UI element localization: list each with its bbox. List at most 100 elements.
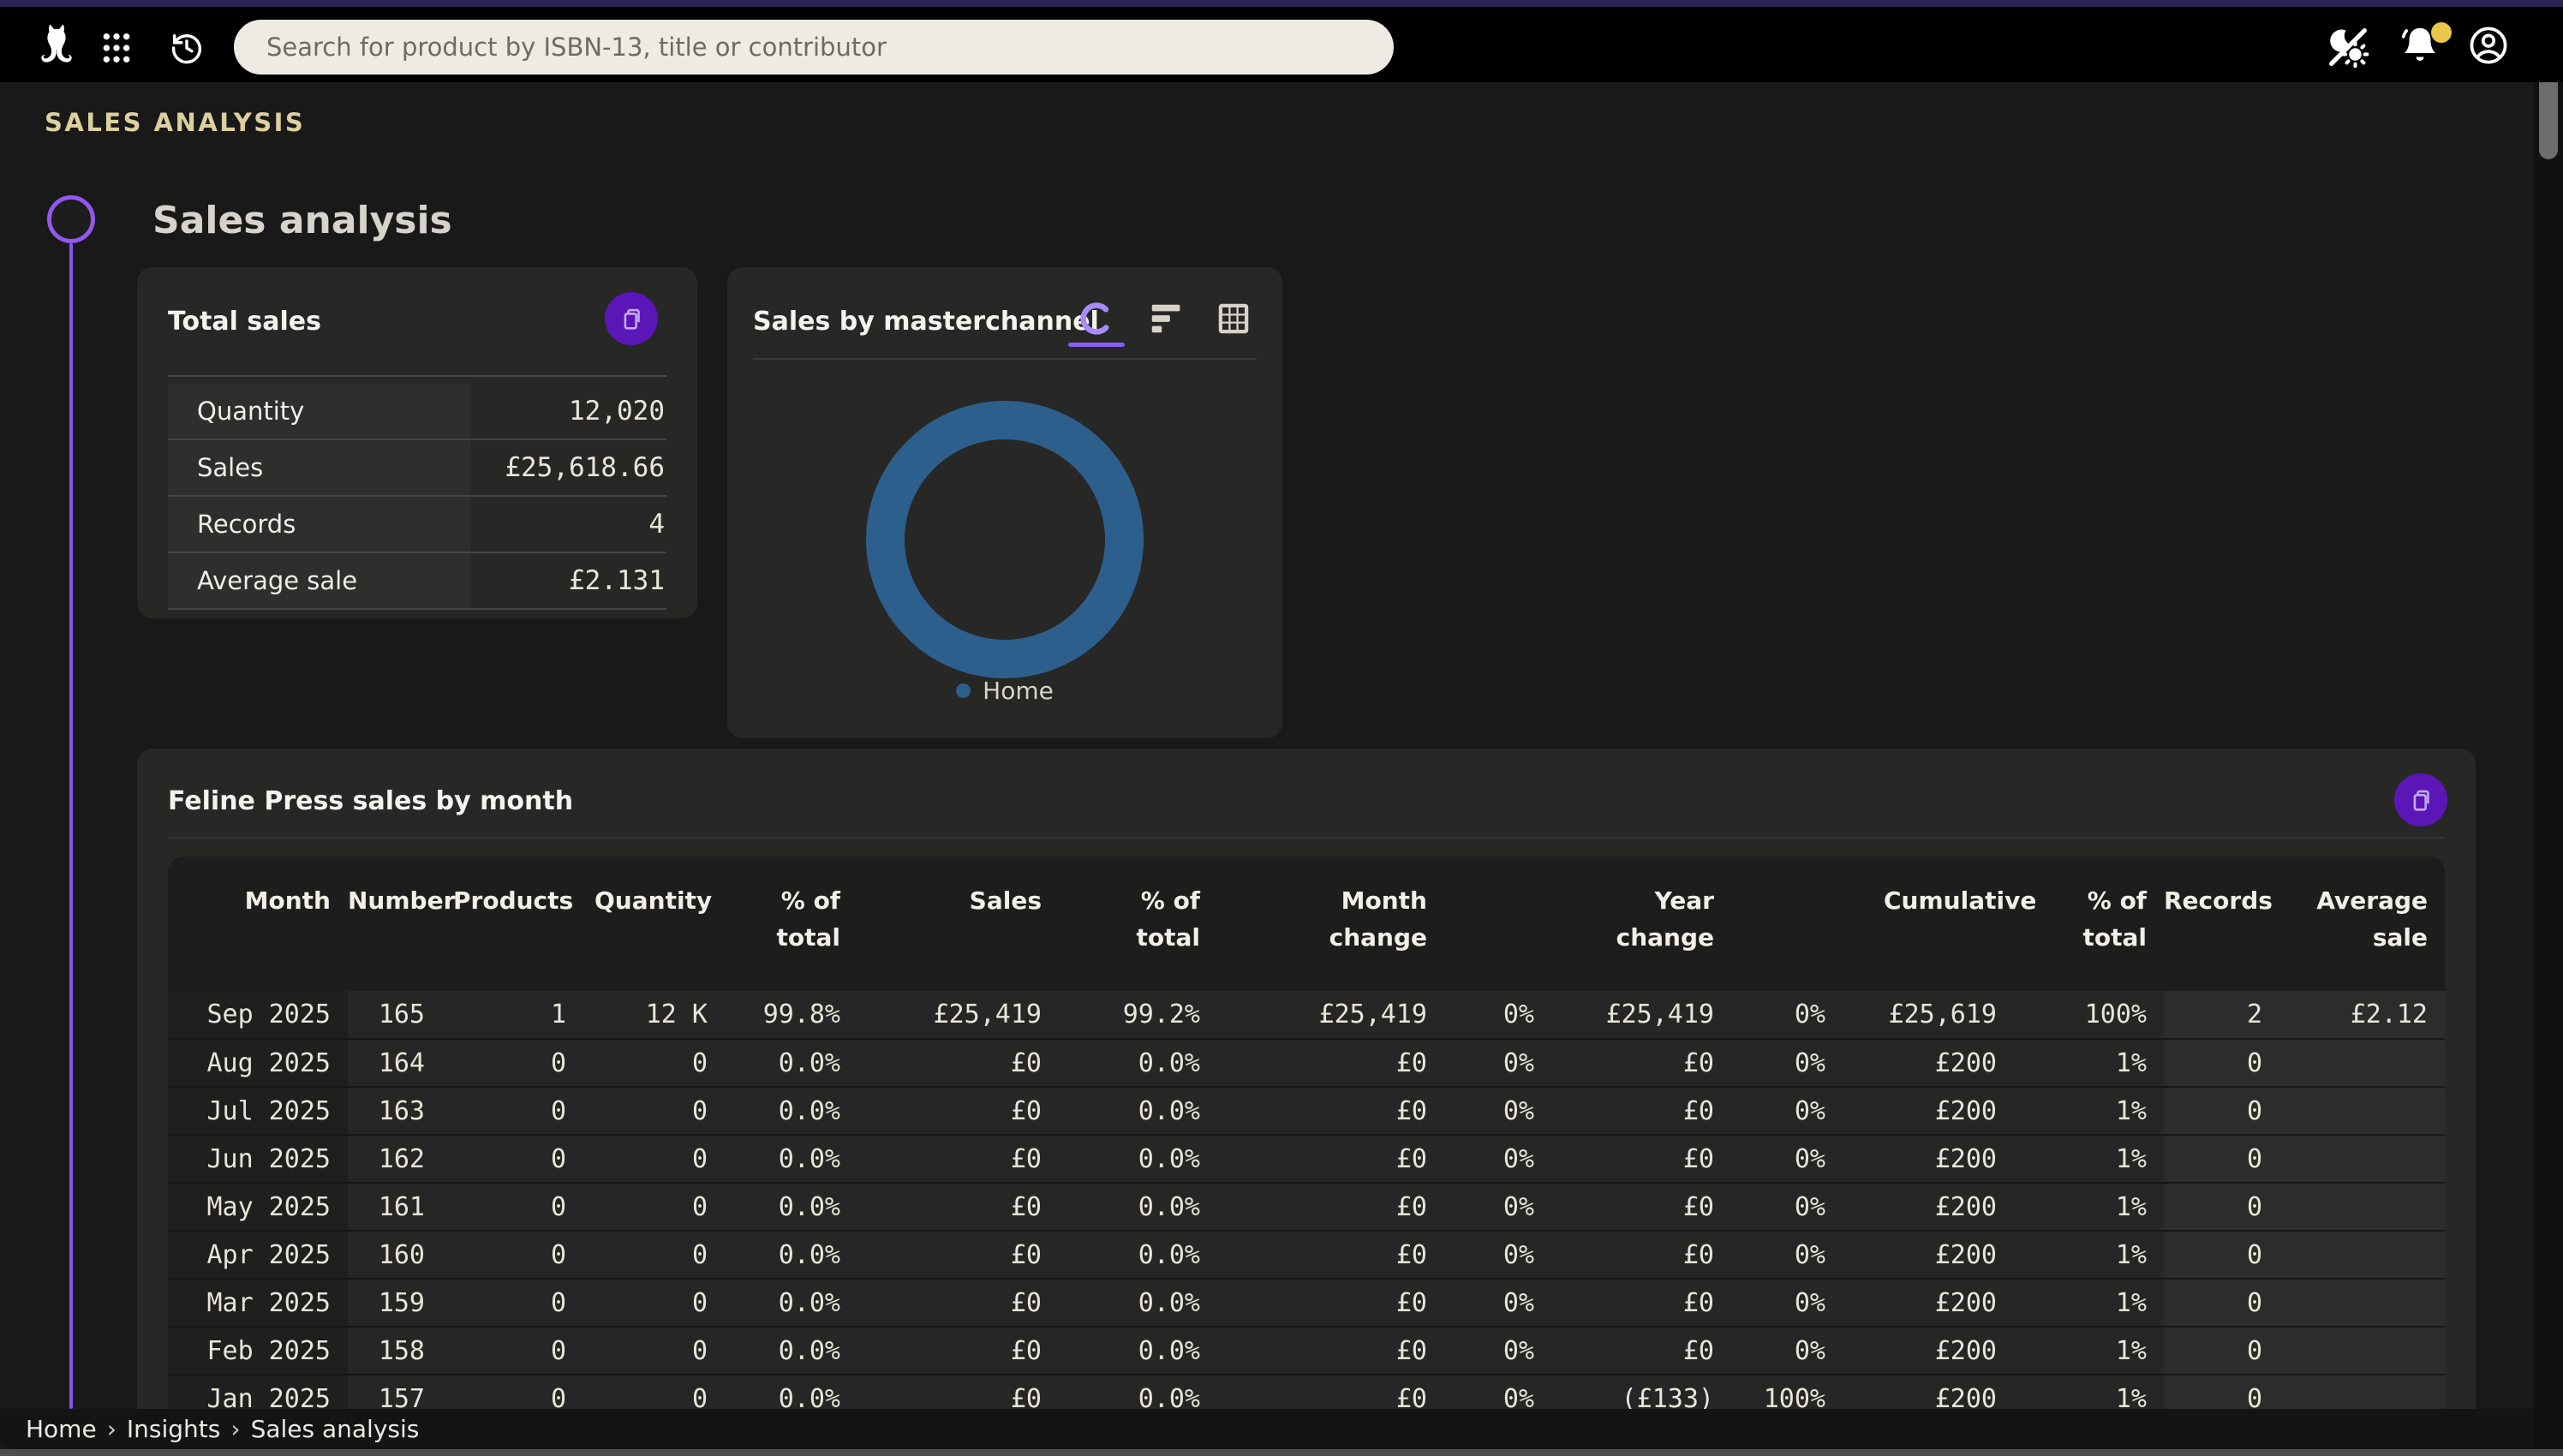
table-cell: 0: [2164, 1278, 2279, 1327]
table-cell: 165: [348, 991, 442, 1039]
table-cell: £25,419: [1217, 991, 1444, 1039]
table-cell: [2279, 1182, 2445, 1231]
table-cell: £0: [1551, 1230, 1731, 1279]
table-cell: 160: [348, 1230, 442, 1279]
table-row: Apr 2025 160 0 0 0.0% £0 0.0% £0 0% £0 0% £200 1% 0: [168, 1230, 2445, 1279]
breadcrumb-bar: Home › Insights › Sales analysis: [0, 1409, 2563, 1449]
table-row: Feb 2025 158 0 0 0.0% £0 0.0% £0 0% £0 0% £200 1% 0: [168, 1326, 2445, 1375]
table-cell: [2279, 1230, 2445, 1279]
table-cell: £0: [1217, 1038, 1444, 1087]
table-cell: 0.0%: [1059, 1326, 1217, 1375]
table-cell: 0.0%: [725, 1134, 857, 1183]
table-cell: 0%: [1444, 1278, 1551, 1327]
table-cell: 0%: [1444, 1086, 1551, 1135]
column-header-label: Products: [453, 886, 574, 915]
card-divider: [168, 837, 2445, 838]
metric-row: Quantity 12,020: [168, 384, 666, 440]
table-cell: 0.0%: [1059, 1182, 1217, 1231]
metric-value: £2.131: [569, 565, 665, 596]
column-header: Cumulative: [1843, 856, 2036, 991]
history-icon[interactable]: [168, 29, 206, 67]
metric-value: £25,618.66: [505, 452, 665, 483]
table-cell: 0.0%: [725, 1278, 857, 1327]
breadcrumb-item[interactable]: Sales analysis: [250, 1415, 420, 1443]
breadcrumb-item[interactable]: Insights: [126, 1415, 221, 1443]
table-cell: £0: [857, 1230, 1059, 1279]
table-cell: £25,419: [1551, 991, 1731, 1039]
table-cell: 99.8%: [725, 991, 857, 1039]
table-cell: £0: [857, 1038, 1059, 1087]
table-cell: 1%: [2014, 1182, 2164, 1231]
column-header: Quantity: [583, 856, 725, 991]
table-cell: 0: [2164, 1182, 2279, 1231]
legend-label: Home: [983, 677, 1054, 705]
table-cell: £2.12: [2279, 991, 2445, 1039]
bar-chart-tab-icon[interactable]: [1147, 299, 1186, 338]
monthly-sales-card: Feline Press sales by month Month Number P…: [137, 749, 2476, 1456]
column-header: Average sale: [2279, 856, 2445, 991]
total-sales-card-title: Total sales: [168, 307, 321, 337]
table-cell: 1%: [2014, 1038, 2164, 1087]
cat-logo-icon[interactable]: [36, 22, 77, 67]
table-cell: £0: [1217, 1230, 1444, 1279]
masterchannel-card-title: Sales by masterchannel: [753, 307, 1099, 337]
table-cell: 0%: [1731, 1230, 1843, 1279]
table-cell: 100%: [2014, 991, 2164, 1039]
table-cell: 0%: [1731, 1134, 1843, 1183]
table-cell: Jun 2025: [168, 1134, 348, 1183]
column-header: [1444, 856, 1551, 991]
total-sales-table: Quantity 12,020 Sales £25,618.66 Records 4 Ave…: [168, 384, 666, 610]
table-cell: 0: [583, 1086, 725, 1135]
search-input[interactable]: [234, 20, 1394, 75]
notification-badge: [2431, 22, 2452, 43]
total-sales-card: Total sales Quantity 12,020 Sales £25,618.6…: [137, 267, 697, 618]
table-cell: £0: [1551, 1326, 1731, 1375]
table-view-tab-icon[interactable]: [1214, 299, 1253, 338]
column-header-label: % of total: [776, 886, 841, 952]
apps-grid-icon[interactable]: [99, 29, 134, 67]
table-cell: £0: [1217, 1182, 1444, 1231]
column-header: Number: [348, 856, 455, 991]
vertical-scrollbar[interactable]: [2534, 7, 2563, 1449]
table-cell: 0.0%: [725, 1038, 857, 1087]
table-cell: Apr 2025: [168, 1230, 348, 1279]
table-row: Sep 2025 165 1 12 K 99.8% £25,419 99.2% £25,419…: [168, 991, 2445, 1039]
window-bottom-strip: [0, 1449, 2563, 1456]
masterchannel-card: Sales by masterchannel: [727, 267, 1282, 738]
breadcrumb-separator: ›: [230, 1415, 241, 1443]
table-cell: 0: [583, 1326, 725, 1375]
legend-dot: [956, 683, 971, 698]
table-cell: 0%: [1444, 1182, 1551, 1231]
user-avatar-icon[interactable]: [2467, 24, 2510, 67]
table-cell: 0%: [1731, 1086, 1843, 1135]
column-header-label: Sales: [969, 886, 1042, 915]
table-cell: £0: [1551, 1182, 1731, 1231]
table-cell: 0.0%: [725, 1326, 857, 1375]
table-cell: 0: [2164, 1038, 2279, 1087]
table-cell: 163: [348, 1086, 442, 1135]
table-cell: Sep 2025: [168, 991, 348, 1039]
table-cell: 0: [442, 1230, 583, 1279]
copy-button[interactable]: [2394, 773, 2447, 826]
column-header-label: Month: [244, 886, 331, 915]
copy-button[interactable]: [605, 292, 658, 345]
breadcrumb-item[interactable]: Home: [26, 1415, 97, 1443]
table-cell: £0: [857, 1326, 1059, 1375]
table-cell: 1%: [2014, 1134, 2164, 1183]
table-cell: 158: [348, 1326, 442, 1375]
table-cell: 1%: [2014, 1230, 2164, 1279]
theme-toggle-icon[interactable]: [2323, 22, 2373, 72]
table-cell: [2279, 1038, 2445, 1087]
table-cell: £0: [857, 1182, 1059, 1231]
table-cell: 0.0%: [1059, 1278, 1217, 1327]
table-cell: £200: [1843, 1038, 2014, 1087]
table-row: Aug 2025 164 0 0 0.0% £0 0.0% £0 0% £0 0% £200 1% 0: [168, 1038, 2445, 1087]
table-cell: 0.0%: [1059, 1038, 1217, 1087]
table-cell: £0: [1551, 1038, 1731, 1087]
table-row: May 2025 161 0 0 0.0% £0 0.0% £0 0% £0 0% £200 1% 0: [168, 1182, 2445, 1231]
table-cell: 0: [442, 1278, 583, 1327]
donut-chart-tab-icon[interactable]: [1077, 299, 1116, 338]
timeline-line: [69, 243, 73, 1409]
column-header-label: Records: [2164, 886, 2273, 915]
table-cell: 2: [2164, 991, 2279, 1039]
